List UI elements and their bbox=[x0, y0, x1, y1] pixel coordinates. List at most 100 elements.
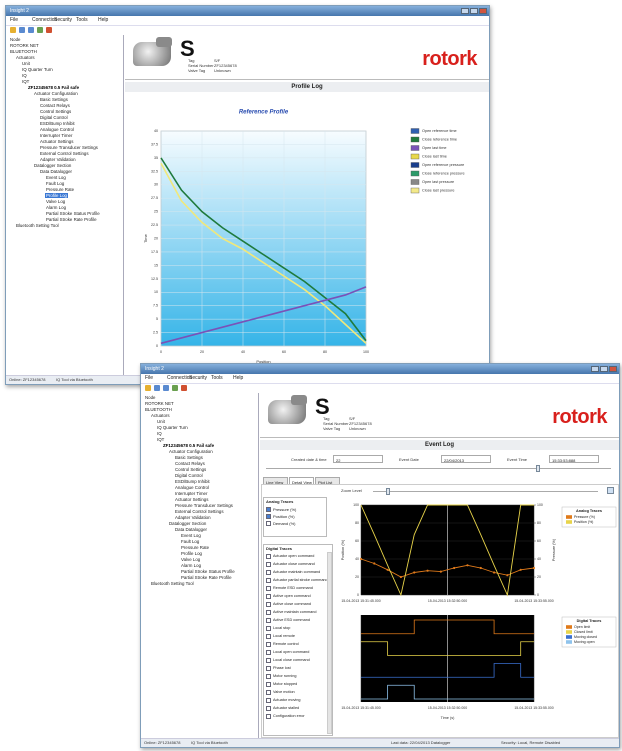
checkbox[interactable] bbox=[266, 521, 271, 526]
window-button[interactable] bbox=[609, 366, 617, 372]
tree-item[interactable]: Actuator Settings bbox=[39, 139, 74, 144]
checkbox[interactable] bbox=[266, 682, 271, 687]
tree-item[interactable]: Node bbox=[9, 37, 22, 42]
checkbox[interactable] bbox=[266, 610, 271, 615]
tree-item[interactable]: Analogue Control bbox=[39, 127, 75, 132]
tree-item[interactable]: Pressure Rate bbox=[45, 187, 75, 192]
tree-item[interactable]: Unit bbox=[156, 419, 166, 424]
tree-item[interactable]: BLUETOOTH bbox=[9, 49, 38, 54]
tree-item[interactable]: Bluetooth Setting Tool bbox=[150, 581, 195, 586]
tree-item[interactable]: Alarm Log bbox=[45, 205, 67, 210]
tree-item[interactable]: Contact Relays bbox=[39, 103, 71, 108]
tree-item[interactable]: Control Settings bbox=[39, 109, 72, 114]
tree-item[interactable]: Actuators bbox=[15, 55, 36, 60]
checkbox[interactable] bbox=[266, 507, 271, 512]
checkbox[interactable] bbox=[266, 690, 271, 695]
tree-item[interactable]: Pressure Rate bbox=[180, 545, 210, 550]
tree-item[interactable]: ROTORK NET bbox=[144, 401, 175, 406]
menu-item[interactable]: Security bbox=[189, 375, 207, 381]
tree-item[interactable]: External Control Settings bbox=[39, 151, 90, 156]
zoom-thumb[interactable] bbox=[386, 488, 390, 495]
window-button[interactable] bbox=[470, 8, 478, 14]
tree-item[interactable]: IQT bbox=[21, 79, 30, 84]
tree-item[interactable]: Valve Log bbox=[180, 557, 201, 562]
checkbox[interactable] bbox=[266, 586, 271, 591]
checkbox[interactable] bbox=[266, 570, 271, 575]
tree-item[interactable]: Node bbox=[144, 395, 157, 400]
checkbox[interactable] bbox=[266, 714, 271, 719]
checkbox[interactable] bbox=[266, 698, 271, 703]
window-button[interactable] bbox=[591, 366, 599, 372]
checkbox[interactable] bbox=[266, 650, 271, 655]
tree-item[interactable]: Actuators bbox=[150, 413, 171, 418]
tree-item[interactable]: Contact Relays bbox=[174, 461, 206, 466]
tree-item[interactable]: Control Settings bbox=[174, 467, 207, 472]
checkbox[interactable] bbox=[266, 642, 271, 647]
tree-item[interactable]: Pressure Transducer Settings bbox=[174, 503, 234, 508]
tree-item[interactable]: Datalogger Section bbox=[168, 521, 207, 526]
toolbar-icon[interactable] bbox=[181, 385, 187, 391]
checkbox[interactable] bbox=[266, 658, 271, 663]
scrollbar[interactable] bbox=[327, 552, 332, 734]
toolbar-icon[interactable] bbox=[154, 385, 160, 391]
checkbox[interactable] bbox=[266, 562, 271, 567]
tree-item[interactable]: ESD/Bump Inhibit bbox=[174, 479, 211, 484]
checkbox[interactable] bbox=[266, 666, 271, 671]
toolbar-icon[interactable] bbox=[163, 385, 169, 391]
tree-item[interactable]: Profile Log bbox=[180, 551, 203, 556]
tree-item[interactable]: IQT bbox=[156, 437, 165, 442]
tree-item[interactable]: Analogue Control bbox=[174, 485, 210, 490]
tree-item[interactable]: BLUETOOTH bbox=[144, 407, 173, 412]
checkbox[interactable] bbox=[266, 594, 271, 599]
toolbar-icon[interactable] bbox=[28, 27, 34, 33]
tree-item[interactable]: Partial Stroke Rate Profile bbox=[45, 217, 98, 222]
window-button[interactable] bbox=[600, 366, 608, 372]
toolbar-icon[interactable] bbox=[10, 27, 16, 33]
tree-item[interactable]: IQ bbox=[21, 73, 28, 78]
checkbox[interactable] bbox=[266, 554, 271, 559]
toolbar-icon[interactable] bbox=[37, 27, 43, 33]
tree-item[interactable]: Basic Settings bbox=[39, 97, 69, 102]
tree-item[interactable]: Partial Stroke Status Profile bbox=[180, 569, 236, 574]
tree-item[interactable]: IQ Quarter Turn bbox=[21, 67, 54, 72]
tree-item[interactable]: Partial Stroke Rate Profile bbox=[180, 575, 233, 580]
menu-item[interactable]: File bbox=[10, 17, 18, 23]
toolbar-icon[interactable] bbox=[19, 27, 25, 33]
tree-item[interactable]: Alarm Log bbox=[180, 563, 202, 568]
checkbox[interactable] bbox=[266, 634, 271, 639]
tree-item[interactable]: Profile Log bbox=[45, 193, 68, 198]
checkbox[interactable] bbox=[266, 602, 271, 607]
tree-item[interactable]: ZF12345678 0.5 Fail safe bbox=[162, 443, 215, 448]
slider-thumb[interactable] bbox=[536, 465, 540, 472]
tree-item[interactable]: Fault Log bbox=[180, 539, 200, 544]
menu-item[interactable]: Help bbox=[233, 375, 243, 381]
zoom-button[interactable] bbox=[607, 487, 614, 494]
menu-item[interactable]: Tools bbox=[211, 375, 223, 381]
tree-item[interactable]: Pressure Transducer Settings bbox=[39, 145, 99, 150]
tree-item[interactable]: Datalogger Section bbox=[33, 163, 72, 168]
tree-item[interactable]: Event Log bbox=[180, 533, 202, 538]
tree-item[interactable]: Interrupter Timer bbox=[39, 133, 73, 138]
checkbox[interactable] bbox=[266, 706, 271, 711]
menu-item[interactable]: Security bbox=[54, 17, 72, 23]
tree-item[interactable]: Adapter Validation bbox=[174, 515, 212, 520]
tree-item[interactable]: Actuator Settings bbox=[174, 497, 209, 502]
tree-item[interactable]: ESD/Bump Inhibit bbox=[39, 121, 76, 126]
menu-item[interactable]: Tools bbox=[76, 17, 88, 23]
checkbox[interactable] bbox=[266, 578, 271, 583]
window-button[interactable] bbox=[479, 8, 487, 14]
field-box[interactable]: 22/04/2013 bbox=[441, 455, 491, 463]
tree-item[interactable]: IQ Quarter Turn bbox=[156, 425, 189, 430]
menu-item[interactable]: File bbox=[145, 375, 153, 381]
tree-item[interactable]: Unit bbox=[21, 61, 31, 66]
checkbox[interactable] bbox=[266, 618, 271, 623]
toolbar-icon[interactable] bbox=[46, 27, 52, 33]
tree-item[interactable]: External Control Settings bbox=[174, 509, 225, 514]
tree-item[interactable]: Fault Log bbox=[45, 181, 65, 186]
tree-item[interactable]: Actuator Configuration bbox=[168, 449, 214, 454]
tree-item[interactable]: Digital Control bbox=[39, 115, 69, 120]
menu-item[interactable]: Help bbox=[98, 17, 108, 23]
tree-item[interactable]: Bluetooth Setting Tool bbox=[15, 223, 60, 228]
tree-item[interactable]: IQ bbox=[156, 431, 163, 436]
tree-item[interactable]: ROTORK NET bbox=[9, 43, 40, 48]
